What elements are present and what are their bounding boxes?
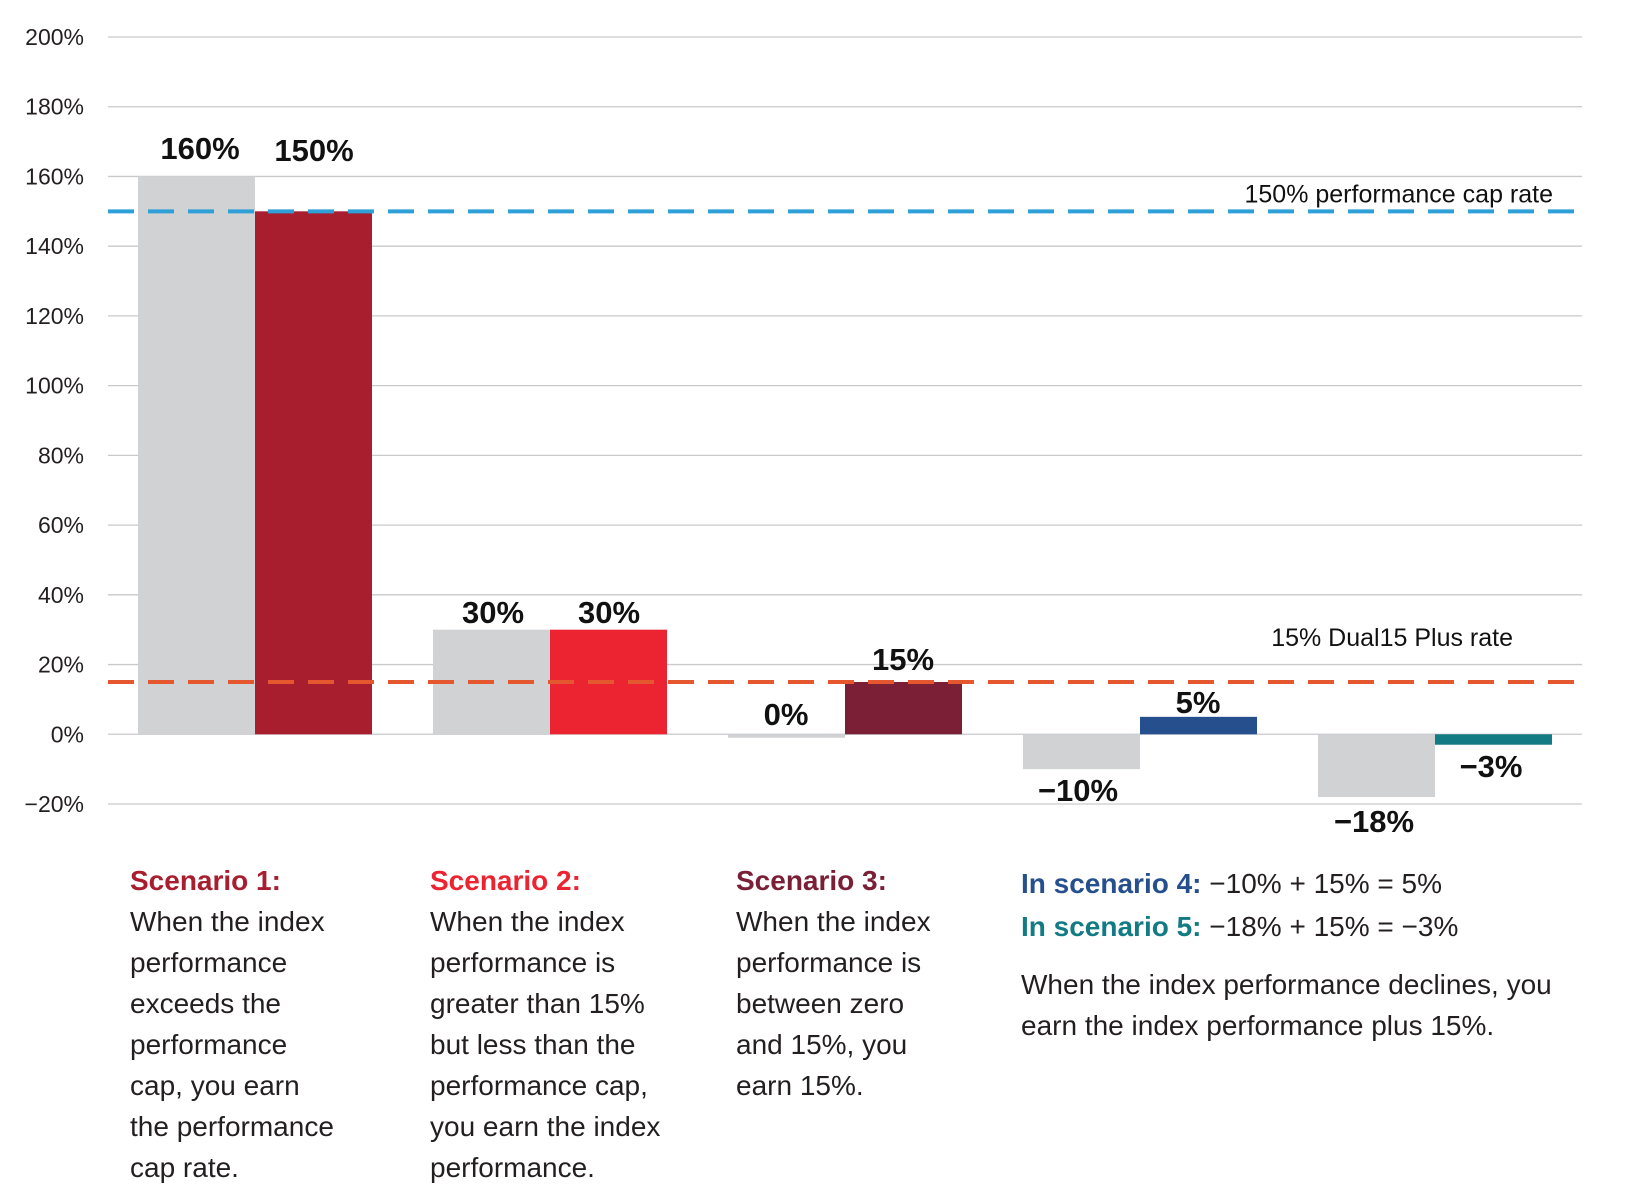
data-label: 30% — [578, 595, 640, 630]
scenario-4-5-caption: In scenario 4: −10% + 15% = 5% In scenar… — [1021, 862, 1601, 1046]
bars — [138, 176, 1552, 798]
data-label: 160% — [160, 131, 239, 166]
index-performance-bar — [138, 176, 255, 735]
scenario-caption-line: but less than the — [430, 1029, 636, 1060]
scenario-caption-line: cap, you earn — [130, 1070, 300, 1101]
scenario-caption-line: cap rate. — [130, 1152, 239, 1183]
y-tick-label: 180% — [25, 94, 84, 120]
scenario-caption-head: Scenario 3: — [736, 865, 887, 896]
scenario-caption-head: Scenario 1: — [130, 865, 281, 896]
scenario-caption-line: performance — [130, 1029, 288, 1060]
data-label: 30% — [462, 595, 524, 630]
scenario-caption: Scenario 3: When the index performance is b… — [736, 860, 1026, 1106]
scenario-caption-line: and 15%, you — [736, 1029, 908, 1060]
scenario-caption-line: earn 15%. — [736, 1070, 864, 1101]
bar-chart: 200% 180% 160% 140% 120% 100% 80% 60% 40% 20% 0% −2… — [25, 24, 1582, 839]
scenario-caption-line: exceeds the — [130, 988, 281, 1019]
y-tick-label: 160% — [25, 163, 84, 189]
index-performance-bar — [1318, 734, 1435, 798]
y-tick-label: −20% — [25, 791, 84, 817]
scenario-caption: Scenario 2: When the index performance is g… — [430, 860, 720, 1188]
scenario-caption-line: performance. — [430, 1152, 595, 1183]
scenario-caption-line: the performance — [130, 1111, 334, 1142]
credited-rate-bar — [1140, 716, 1257, 735]
data-label: 5% — [1176, 685, 1221, 720]
scenario-4-5-description: When the index performance declines, you… — [1021, 969, 1552, 1041]
data-label: −18% — [1334, 804, 1414, 839]
scenario-5-head: In scenario 5: — [1021, 911, 1202, 942]
cap-rate-label: 150% performance cap rate — [1244, 180, 1553, 208]
y-tick-label: 0% — [51, 721, 84, 747]
y-tick-label: 40% — [38, 582, 84, 608]
y-tick-label: 120% — [25, 303, 84, 329]
y-tick-label: 140% — [25, 233, 84, 259]
scenario-4-line: In scenario 4: −10% + 15% = 5% — [1021, 862, 1601, 905]
scenario-4-head: In scenario 4: — [1021, 868, 1202, 899]
credited-rate-bar — [845, 681, 962, 735]
scenario-caption-line: greater than 15% — [430, 988, 645, 1019]
data-label: −10% — [1038, 773, 1118, 808]
dual15-rate-label: 15% Dual15 Plus rate — [1271, 624, 1513, 652]
y-tick-label: 60% — [38, 512, 84, 538]
scenario-caption-line: performance — [130, 947, 288, 978]
scenario-caption-line: between zero — [736, 988, 905, 1019]
scenario-caption-line: you earn the index — [430, 1111, 661, 1142]
scenario-caption-line: When the index — [736, 906, 931, 937]
y-tick-label: 80% — [38, 442, 84, 468]
scenario-caption-line: performance is — [430, 947, 616, 978]
credited-rate-bar — [255, 211, 372, 735]
scenario-caption-line: When the index — [130, 906, 325, 937]
data-labels: 160% 150% 30% 30% 0% 15% −10% 5% −18% −3% — [160, 131, 1522, 839]
data-label: 150% — [274, 133, 353, 168]
scenario-caption-line: When the index — [430, 906, 625, 937]
scenario-5-text: −18% + 15% = −3% — [1201, 911, 1459, 942]
y-tick-label: 100% — [25, 373, 84, 399]
scenario-caption-head: Scenario 2: — [430, 865, 581, 896]
data-label: 0% — [764, 697, 809, 732]
scenario-4-text: −10% + 15% = 5% — [1201, 868, 1443, 899]
reference-lines: 150% performance cap rate 15% Dual15 Plus… — [108, 180, 1582, 684]
scenario-5-line: In scenario 5: −18% + 15% = −3% — [1021, 905, 1601, 948]
data-label: 15% — [872, 642, 934, 677]
index-performance-bar — [1023, 734, 1140, 770]
scenario-caption-line: performance is — [736, 947, 922, 978]
y-tick-label: 20% — [38, 652, 84, 678]
scenario-caption: Scenario 1: When the index performance exce… — [130, 860, 420, 1188]
data-label: −3% — [1460, 749, 1523, 784]
credited-rate-bar — [1435, 734, 1552, 745]
scenario-caption-line: performance cap, — [430, 1070, 648, 1101]
y-axis-ticks: 200% 180% 160% 140% 120% 100% 80% 60% 40% 20% 0% −2… — [25, 24, 84, 817]
index-performance-bar — [728, 734, 845, 738]
y-tick-label: 200% — [25, 24, 84, 50]
